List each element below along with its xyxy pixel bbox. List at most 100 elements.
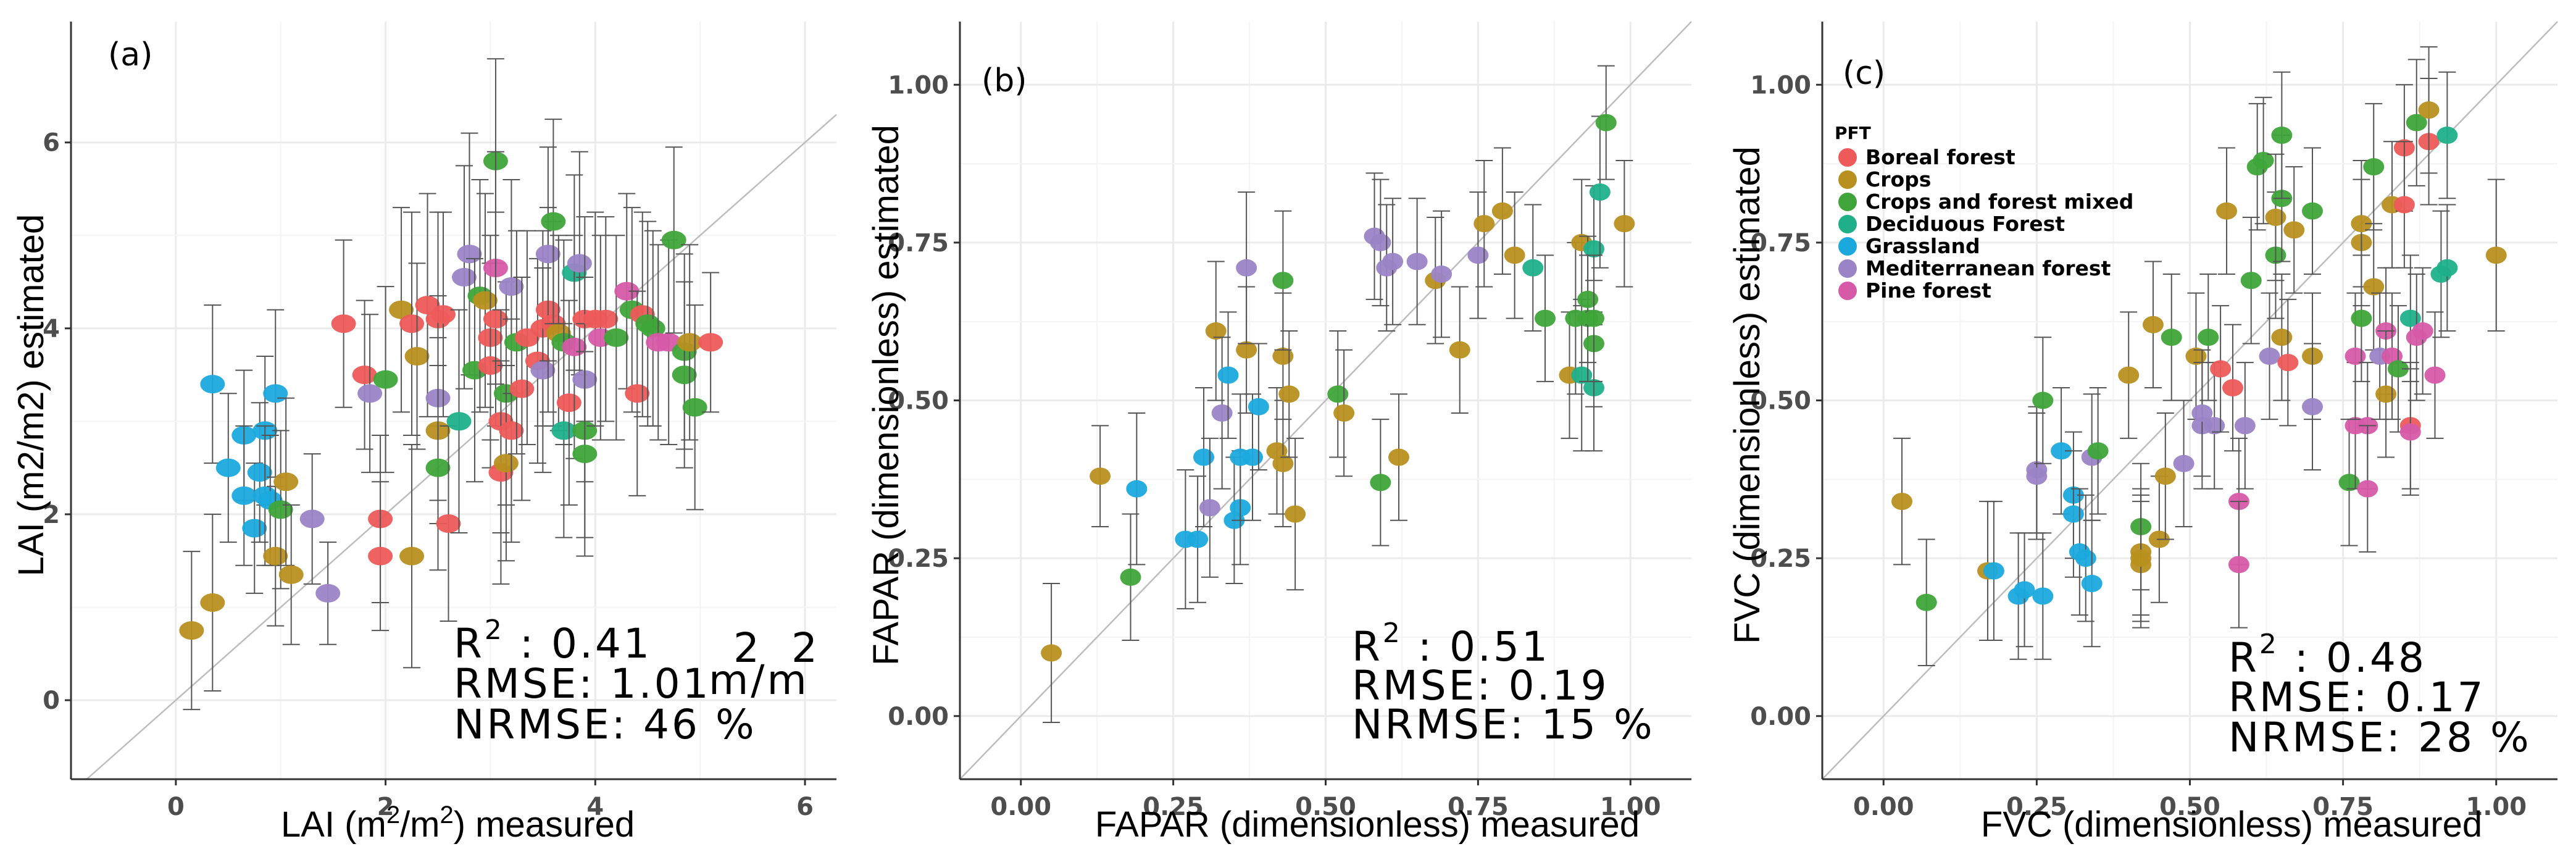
data-point-mediterranean-forest xyxy=(2259,292,2280,420)
point-marker xyxy=(299,509,325,529)
panel-a: 0 2 4 6 0 2 4 6 (a) LAI (m2/m2) measured LAI (… xyxy=(11,22,837,845)
data-point-crops-and-forest-mixed xyxy=(2240,216,2262,345)
data-point-crops xyxy=(493,365,519,562)
data-point-grassland xyxy=(1242,393,1263,521)
y-tick-label: 0.50 xyxy=(1750,387,1811,416)
legend-item-crops: Crops xyxy=(1838,167,1931,191)
panel-b-r2: R2 : 0.51 xyxy=(1352,617,1550,671)
point-marker xyxy=(2032,391,2054,409)
point-marker xyxy=(2375,385,2397,403)
y-tick-label: 2 xyxy=(43,501,60,529)
point-marker xyxy=(1126,480,1148,498)
point-marker xyxy=(2173,454,2195,472)
legend-item-mediterranean-forest: Mediterranean forest xyxy=(1838,256,2111,280)
data-point-crops xyxy=(1891,437,1913,566)
data-point-mediterranean-forest xyxy=(1431,210,1453,338)
x-tick-label: 0.25 xyxy=(1143,793,1204,821)
data-point-crops xyxy=(2283,166,2305,294)
panel-a-r2: R2 : 0.41 xyxy=(454,614,652,667)
data-point-crops xyxy=(404,262,430,450)
data-point-crops xyxy=(1333,349,1355,477)
point-marker xyxy=(352,366,377,385)
panel-a-rmse-unit: m/m xyxy=(709,656,809,704)
data-point-crops xyxy=(2418,46,2440,174)
point-marker xyxy=(2161,328,2182,346)
point-marker xyxy=(2240,272,2262,290)
point-marker xyxy=(541,212,566,231)
y-tick-label: 0.75 xyxy=(888,229,949,257)
panel-b-points xyxy=(1041,65,1635,723)
point-marker xyxy=(1199,499,1220,517)
point-marker xyxy=(2191,404,2213,422)
legend-item-deciduous-forest: Deciduous Forest xyxy=(1838,212,2065,236)
data-point-mediterranean-forest xyxy=(2204,362,2225,490)
data-point-crops xyxy=(179,551,204,711)
legend-label: Deciduous Forest xyxy=(1865,212,2065,236)
panel-a-x-ticks: 0 2 4 6 xyxy=(167,779,814,821)
point-marker xyxy=(315,583,341,603)
data-point-crops xyxy=(2363,223,2385,351)
point-marker xyxy=(457,245,482,264)
point-marker xyxy=(2424,366,2446,384)
point-marker xyxy=(389,300,414,319)
point-marker xyxy=(1595,114,1617,132)
point-marker xyxy=(556,393,581,412)
point-marker xyxy=(562,337,587,356)
legend-title: PFT xyxy=(1835,123,1871,143)
point-marker xyxy=(1272,454,1294,472)
data-point-crops-and-forest-mixed xyxy=(2161,274,2182,401)
data-point-crops xyxy=(1285,437,1306,591)
point-marker xyxy=(1242,448,1263,466)
point-marker xyxy=(451,268,477,287)
data-point-crops-and-forest-mixed xyxy=(425,365,451,571)
point-marker xyxy=(614,282,640,301)
point-marker xyxy=(1535,309,1556,327)
point-marker xyxy=(2130,550,2152,567)
data-point-crops-and-forest-mixed xyxy=(2302,147,2323,275)
y-tick-label: 0.00 xyxy=(888,703,949,731)
data-point-mediterranean-forest xyxy=(1467,191,1489,319)
point-marker xyxy=(268,500,293,519)
point-marker xyxy=(2271,127,2293,144)
panel-a-y-ticks: 0 2 4 6 xyxy=(43,129,71,715)
point-marker xyxy=(200,375,225,394)
data-point-crops-and-forest-mixed xyxy=(1915,538,1937,666)
data-point-mediterranean-forest xyxy=(1406,198,1428,325)
data-point-crops-and-forest-mixed xyxy=(541,119,566,325)
data-point-crops xyxy=(2130,494,2152,622)
y-tick-label: 0.00 xyxy=(1750,703,1811,731)
data-point-crops xyxy=(1449,286,1470,414)
data-point-boreal-forest xyxy=(698,272,723,413)
data-point-crops-and-forest-mixed xyxy=(1535,254,1556,382)
data-point-crops-and-forest-mixed xyxy=(2271,71,2293,199)
panel-b-y-axis-label: FAPAR (dimensionless) estimated xyxy=(866,125,906,666)
point-marker xyxy=(499,277,524,296)
point-marker xyxy=(231,486,257,505)
y-tick-label: 1.00 xyxy=(1750,71,1811,99)
data-point-crops-and-forest-mixed xyxy=(2087,387,2109,515)
point-marker xyxy=(373,370,398,389)
panel-b-stats: R2 : 0.51 RMSE: 0.19 NRMSE: 15 % xyxy=(1352,617,1653,748)
point-marker xyxy=(2302,398,2323,416)
data-point-crops xyxy=(2154,412,2176,540)
data-point-grassland xyxy=(231,425,257,566)
data-point-crops xyxy=(1272,399,1294,527)
point-marker xyxy=(2357,480,2378,498)
data-point-crops-and-forest-mixed xyxy=(604,235,629,441)
point-marker xyxy=(2075,550,2096,567)
data-point-mediterranean-forest xyxy=(1370,178,1391,307)
data-point-crops xyxy=(2271,274,2293,401)
point-marker xyxy=(1431,265,1453,283)
panel-b-rmse: RMSE: 0.19 xyxy=(1352,662,1609,709)
panel-a-nrmse: NRMSE: 46 % xyxy=(454,701,757,748)
point-marker xyxy=(215,458,241,477)
data-point-grassland xyxy=(2014,532,2035,648)
data-point-deciduous-forest xyxy=(1522,204,1544,332)
y-tick-label: 6 xyxy=(43,129,60,157)
point-marker xyxy=(1583,309,1604,327)
x-tick-label: 0.00 xyxy=(1853,793,1914,821)
data-point-crops xyxy=(1205,261,1227,401)
data-point-crops xyxy=(278,504,304,645)
point-marker xyxy=(1285,505,1306,523)
